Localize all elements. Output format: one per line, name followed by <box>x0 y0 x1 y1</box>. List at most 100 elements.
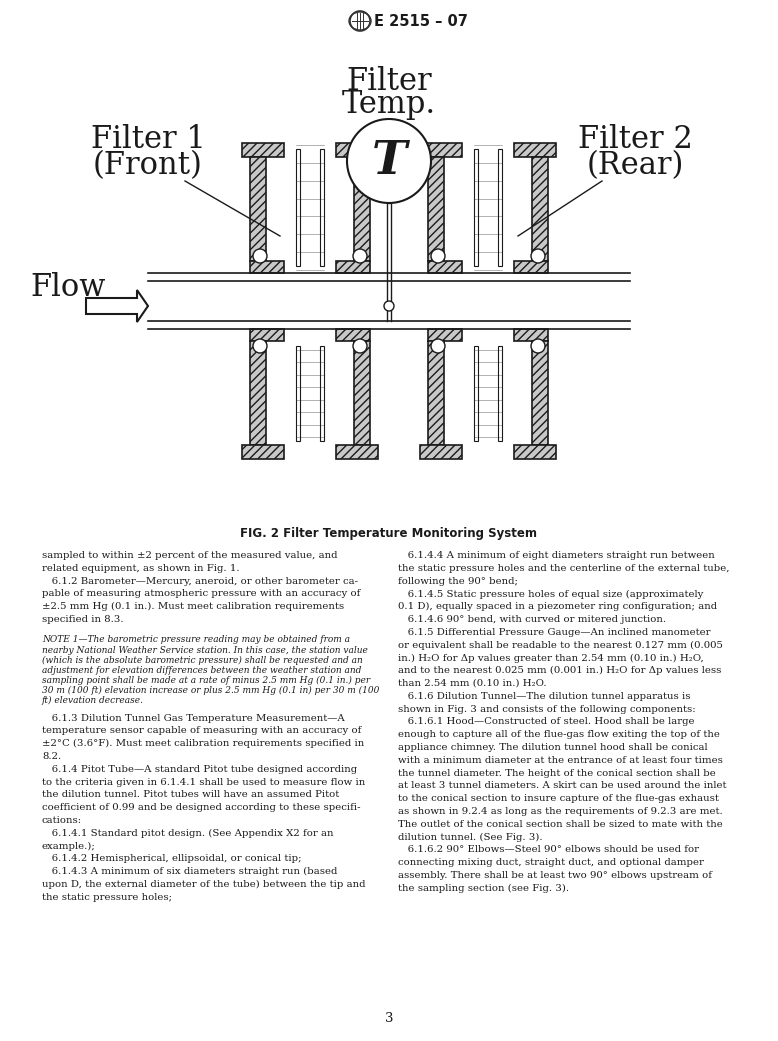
Polygon shape <box>420 445 462 459</box>
Text: coefficient of 0.99 and be designed according to these specifi-: coefficient of 0.99 and be designed acco… <box>42 804 360 812</box>
Text: 6.1.4.4 A minimum of eight diameters straight run between: 6.1.4.4 A minimum of eight diameters str… <box>398 551 715 560</box>
Circle shape <box>531 249 545 263</box>
Circle shape <box>431 249 445 263</box>
Polygon shape <box>498 149 502 266</box>
Text: ±2°C (3.6°F). Must meet calibration requirements specified in: ±2°C (3.6°F). Must meet calibration requ… <box>42 739 364 748</box>
Text: 6.1.2 Barometer—Mercury, aneroid, or other barometer ca-: 6.1.2 Barometer—Mercury, aneroid, or oth… <box>42 577 358 586</box>
Text: related equipment, as shown in Fig. 1.: related equipment, as shown in Fig. 1. <box>42 564 240 573</box>
Text: the static pressure holes and the centerline of the external tube,: the static pressure holes and the center… <box>398 564 730 573</box>
Polygon shape <box>336 143 378 157</box>
Text: dilution tunnel. (See Fig. 3).: dilution tunnel. (See Fig. 3). <box>398 833 542 842</box>
Polygon shape <box>420 143 462 157</box>
Circle shape <box>347 119 431 203</box>
Text: 8.2.: 8.2. <box>42 752 61 761</box>
Polygon shape <box>250 157 266 261</box>
Text: the tunnel diameter. The height of the conical section shall be: the tunnel diameter. The height of the c… <box>398 768 716 778</box>
Text: 6.1.3 Dilution Tunnel Gas Temperature Measurement—A: 6.1.3 Dilution Tunnel Gas Temperature Me… <box>42 714 345 722</box>
Text: 6.1.4.5 Static pressure holes of equal size (approximately: 6.1.4.5 Static pressure holes of equal s… <box>398 589 703 599</box>
Text: (Front): (Front) <box>93 151 203 181</box>
Text: upon D, the external diameter of the tube) between the tip and: upon D, the external diameter of the tub… <box>42 880 366 889</box>
Text: enough to capture all of the flue-gas flow exiting the top of the: enough to capture all of the flue-gas fl… <box>398 730 720 739</box>
Text: nearby National Weather Service station. In this case, the station value: nearby National Weather Service station.… <box>42 645 368 655</box>
Circle shape <box>353 249 367 263</box>
Circle shape <box>253 339 267 353</box>
Circle shape <box>431 339 445 353</box>
Text: Flow: Flow <box>30 272 106 303</box>
Text: 6.1.4.3 A minimum of six diameters straight run (based: 6.1.4.3 A minimum of six diameters strai… <box>42 867 338 877</box>
Text: in.) H₂O for Δp values greater than 2.54 mm (0.10 in.) H₂O,: in.) H₂O for Δp values greater than 2.54… <box>398 654 704 662</box>
Text: E 2515 – 07: E 2515 – 07 <box>374 14 468 28</box>
Text: the static pressure holes;: the static pressure holes; <box>42 893 172 902</box>
Text: the sampling section (see Fig. 3).: the sampling section (see Fig. 3). <box>398 884 569 893</box>
Text: Filter: Filter <box>346 66 432 97</box>
Polygon shape <box>354 341 370 445</box>
Text: shown in Fig. 3 and consists of the following components:: shown in Fig. 3 and consists of the foll… <box>398 705 696 713</box>
Polygon shape <box>354 157 370 261</box>
Polygon shape <box>250 329 284 341</box>
Polygon shape <box>514 329 548 341</box>
Polygon shape <box>320 346 324 441</box>
Text: 30 m (100 ft) elevation increase or plus 2.5 mm Hg (0.1 in) per 30 m (100: 30 m (100 ft) elevation increase or plus… <box>42 686 380 695</box>
Polygon shape <box>428 341 444 445</box>
Polygon shape <box>428 157 444 261</box>
Polygon shape <box>428 261 462 273</box>
Polygon shape <box>514 445 556 459</box>
Text: 6.1.4.6 90° bend, with curved or mitered junction.: 6.1.4.6 90° bend, with curved or mitered… <box>398 615 666 624</box>
Polygon shape <box>336 329 370 341</box>
Polygon shape <box>514 261 548 273</box>
Text: assembly. There shall be at least two 90° elbows upstream of: assembly. There shall be at least two 90… <box>398 871 712 880</box>
Text: NOTE 1—The barometric pressure reading may be obtained from a: NOTE 1—The barometric pressure reading m… <box>42 635 350 644</box>
Text: Temp.: Temp. <box>342 90 436 121</box>
Text: than 2.54 mm (0.10 in.) H₂O.: than 2.54 mm (0.10 in.) H₂O. <box>398 679 547 688</box>
Polygon shape <box>532 157 548 261</box>
Polygon shape <box>498 346 502 441</box>
Text: or equivalent shall be readable to the nearest 0.127 mm (0.005: or equivalent shall be readable to the n… <box>398 640 723 650</box>
Text: as shown in 9.2.4 as long as the requirements of 9.2.3 are met.: as shown in 9.2.4 as long as the require… <box>398 807 723 816</box>
Text: temperature sensor capable of measuring with an accuracy of: temperature sensor capable of measuring … <box>42 727 361 736</box>
Text: to the criteria given in 6.1.4.1 shall be used to measure flow in: to the criteria given in 6.1.4.1 shall b… <box>42 778 365 787</box>
Circle shape <box>253 249 267 263</box>
Text: Filter 2: Filter 2 <box>577 124 692 154</box>
Polygon shape <box>336 445 378 459</box>
Polygon shape <box>474 149 478 266</box>
Text: the dilution tunnel. Pitot tubes will have an assumed Pitot: the dilution tunnel. Pitot tubes will ha… <box>42 790 339 799</box>
Text: (Rear): (Rear) <box>587 151 684 181</box>
Text: 6.1.6.1 Hood—Constructed of steel. Hood shall be large: 6.1.6.1 Hood—Constructed of steel. Hood … <box>398 717 695 727</box>
Polygon shape <box>250 341 266 445</box>
Text: sampled to within ±2 percent of the measured value, and: sampled to within ±2 percent of the meas… <box>42 551 338 560</box>
Text: 3: 3 <box>385 1013 393 1025</box>
Text: 6.1.5 Differential Pressure Gauge—An inclined manometer: 6.1.5 Differential Pressure Gauge—An inc… <box>398 628 710 637</box>
Polygon shape <box>428 329 462 341</box>
Text: (which is the absolute barometric pressure) shall be requested and an: (which is the absolute barometric pressu… <box>42 656 363 665</box>
Text: connecting mixing duct, straight duct, and optional damper: connecting mixing duct, straight duct, a… <box>398 858 704 867</box>
Circle shape <box>384 301 394 311</box>
Text: 6.1.6.2 90° Elbows—Steel 90° elbows should be used for: 6.1.6.2 90° Elbows—Steel 90° elbows shou… <box>398 845 699 855</box>
Text: with a minimum diameter at the entrance of at least four times: with a minimum diameter at the entrance … <box>398 756 723 765</box>
Polygon shape <box>250 261 284 273</box>
Polygon shape <box>296 346 300 441</box>
Polygon shape <box>320 149 324 266</box>
Text: 0.1 D), equally spaced in a piezometer ring configuration; and: 0.1 D), equally spaced in a piezometer r… <box>398 602 717 611</box>
Text: at least 3 tunnel diameters. A skirt can be used around the inlet: at least 3 tunnel diameters. A skirt can… <box>398 782 727 790</box>
Text: T: T <box>371 138 407 184</box>
Text: adjustment for elevation differences between the weather station and: adjustment for elevation differences bet… <box>42 665 361 675</box>
Circle shape <box>531 339 545 353</box>
Polygon shape <box>242 445 284 459</box>
Text: FIG. 2 Filter Temperature Monitoring System: FIG. 2 Filter Temperature Monitoring Sys… <box>240 528 538 540</box>
Text: Filter 1: Filter 1 <box>90 124 205 154</box>
Polygon shape <box>86 290 148 322</box>
Text: ft) elevation decrease.: ft) elevation decrease. <box>42 696 144 705</box>
Text: 6.1.6 Dilution Tunnel—The dilution tunnel apparatus is: 6.1.6 Dilution Tunnel—The dilution tunne… <box>398 692 691 701</box>
Text: cations:: cations: <box>42 816 82 826</box>
Text: and to the nearest 0.025 mm (0.001 in.) H₂O for Δp values less: and to the nearest 0.025 mm (0.001 in.) … <box>398 666 721 676</box>
Text: 6.1.4 Pitot Tube—A standard Pitot tube designed according: 6.1.4 Pitot Tube—A standard Pitot tube d… <box>42 765 357 773</box>
Text: to the conical section to insure capture of the flue-gas exhaust: to the conical section to insure capture… <box>398 794 719 804</box>
Text: sampling point shall be made at a rate of minus 2.5 mm Hg (0.1 in.) per: sampling point shall be made at a rate o… <box>42 676 370 685</box>
Polygon shape <box>242 143 284 157</box>
Polygon shape <box>474 346 478 441</box>
Text: appliance chimney. The dilution tunnel hood shall be conical: appliance chimney. The dilution tunnel h… <box>398 743 708 752</box>
Polygon shape <box>514 143 556 157</box>
Polygon shape <box>296 149 300 266</box>
Text: following the 90° bend;: following the 90° bend; <box>398 577 518 586</box>
Text: ±2.5 mm Hg (0.1 in.). Must meet calibration requirements: ±2.5 mm Hg (0.1 in.). Must meet calibrat… <box>42 602 344 611</box>
